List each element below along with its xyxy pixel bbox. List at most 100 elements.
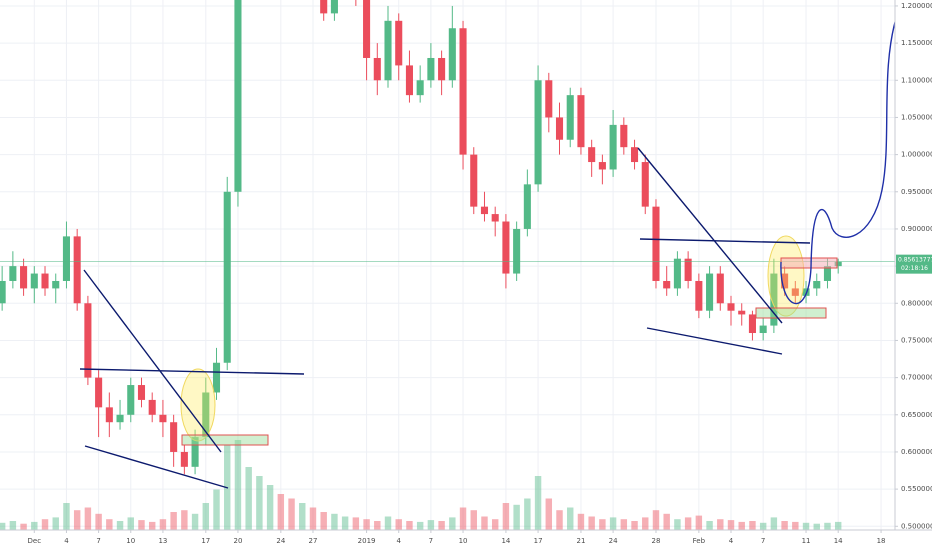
- y-tick-label: 1.00000000: [901, 151, 932, 159]
- candles: [0, 0, 895, 475]
- y-tick-label: 1.10000000: [901, 76, 932, 84]
- candle-body: [823, 266, 832, 281]
- candle-body: [0, 280, 6, 304]
- candle-body: [330, 0, 338, 14]
- y-tick-label: 0.75000000: [901, 336, 932, 344]
- candle-body: [663, 280, 671, 289]
- volume-bar: [245, 467, 252, 530]
- candle-body: [116, 414, 124, 423]
- candle-body: [759, 325, 767, 334]
- candle-body: [684, 258, 692, 281]
- x-tick-label: 4: [729, 537, 734, 545]
- candle-body: [566, 95, 574, 140]
- candle-body: [363, 0, 371, 58]
- candle-body: [716, 273, 724, 304]
- candle-body: [545, 80, 553, 118]
- candle-body: [202, 392, 210, 438]
- candle-body: [137, 385, 146, 400]
- volume-bar: [406, 521, 413, 530]
- volume-bar: [138, 520, 145, 530]
- x-tick-label: 27: [309, 537, 318, 545]
- candle-body: [212, 362, 221, 393]
- volume-bar: [331, 513, 338, 530]
- volume-bar: [834, 521, 842, 530]
- x-tick-label: 11: [802, 537, 811, 545]
- volume-bar: [159, 519, 167, 530]
- candle-body: [105, 407, 113, 423]
- volume-bar: [202, 503, 210, 530]
- volume-bar: [534, 476, 542, 530]
- volume-bar: [599, 519, 606, 530]
- annotations: [79, 19, 895, 489]
- volume-bar: [191, 513, 199, 530]
- volume-bar: [502, 503, 510, 530]
- x-tick-label: 24: [276, 537, 285, 545]
- volume-bar: [620, 519, 628, 530]
- candle-body: [770, 273, 778, 326]
- volume-bar: [266, 485, 274, 530]
- volume-bar: [727, 520, 735, 530]
- volume-bar: [792, 521, 799, 530]
- volume-bar: [84, 507, 92, 530]
- x-tick-label: Dec: [28, 537, 42, 545]
- volume-bar: [663, 513, 670, 530]
- volume-bar: [73, 510, 81, 530]
- x-tick-label: 7: [96, 537, 100, 545]
- volume-bar: [684, 517, 692, 530]
- candle-body: [791, 288, 799, 296]
- highlight-ellipse: [767, 235, 805, 317]
- candle-body: [448, 28, 456, 81]
- volume-bar: [416, 521, 424, 530]
- volume-bar: [438, 521, 445, 530]
- countdown: 02:18:16: [901, 265, 928, 272]
- volume-bar: [556, 510, 563, 530]
- volume-bar: [695, 515, 703, 530]
- volume-bar: [181, 510, 188, 530]
- volume-bar: [524, 498, 531, 530]
- volume-bar: [427, 520, 435, 530]
- candle-body: [523, 184, 531, 229]
- y-tick-label: 1.20000000: [901, 2, 932, 10]
- candle-body: [706, 273, 714, 311]
- candle-body: [41, 273, 49, 289]
- volume-bar: [320, 512, 327, 530]
- candle-body: [170, 422, 178, 452]
- candle-body: [620, 124, 628, 148]
- x-tick-label: 20: [233, 537, 242, 545]
- volume-bar: [95, 513, 102, 530]
- x-tick-label: 2019: [358, 537, 376, 545]
- candle-body: [395, 20, 403, 66]
- candle-body: [148, 399, 156, 415]
- price-tag: [896, 254, 932, 274]
- candle-body: [127, 385, 135, 415]
- volume-bar: [588, 516, 595, 530]
- x-tick-label: Feb: [693, 537, 706, 545]
- trend-line: [646, 327, 783, 355]
- x-tick-label: 7: [761, 537, 765, 545]
- candle-body: [84, 303, 92, 378]
- x-tick-label: 7: [429, 537, 433, 545]
- volume-bar: [631, 521, 638, 530]
- candle-body: [95, 377, 103, 408]
- x-tick-label: 4: [396, 537, 401, 545]
- volume-bar: [759, 522, 767, 530]
- volume-bar: [52, 517, 59, 530]
- volume-bar: [352, 517, 360, 530]
- volume-bar: [470, 510, 477, 530]
- candle-body: [588, 147, 596, 163]
- candle-body: [834, 261, 842, 267]
- y-tick-label: 0.95000000: [901, 188, 932, 196]
- candle-body: [459, 28, 467, 155]
- volume-bar: [256, 476, 263, 530]
- volume-bar: [374, 521, 381, 530]
- candle-body: [641, 162, 649, 207]
- x-tick-label: 10: [126, 537, 135, 545]
- y-tick-label: 0.80000000: [901, 299, 932, 307]
- candle-body: [191, 437, 199, 467]
- volume-bar: [459, 507, 467, 530]
- candle-body: [480, 206, 489, 215]
- trend-line: [83, 269, 222, 453]
- trend-line: [84, 445, 229, 489]
- y-tick-label: 0.65000000: [901, 411, 932, 419]
- x-tick-label: 21: [576, 537, 585, 545]
